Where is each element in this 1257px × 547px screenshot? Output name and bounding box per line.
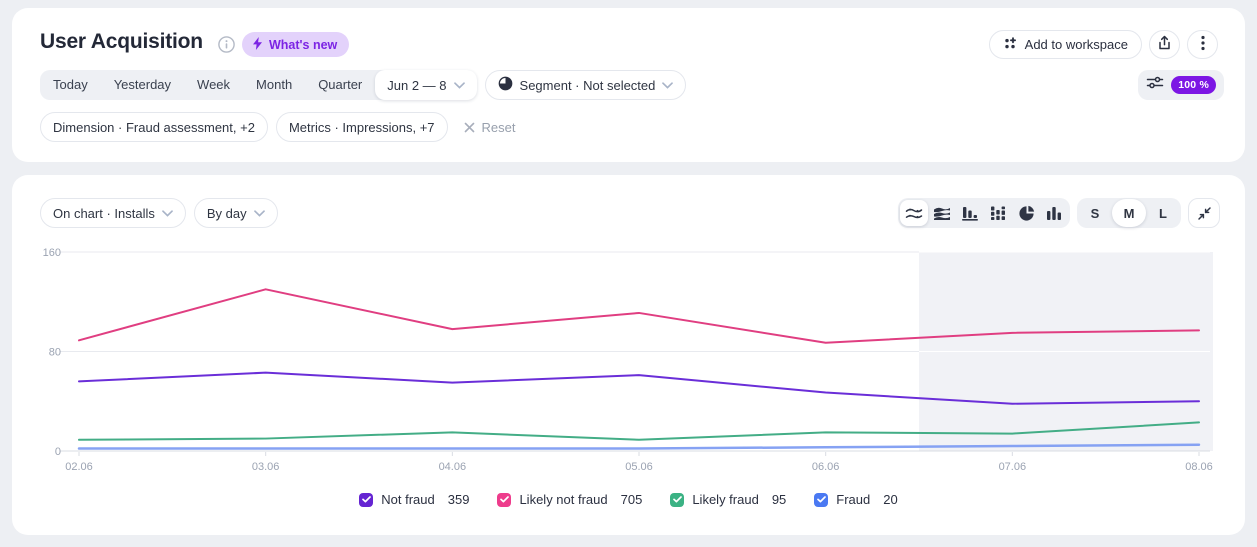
share-button[interactable] [1149,30,1180,59]
chart-type-switcher [898,198,1070,228]
date-range-dropdown[interactable]: Jun 2 — 8 [375,70,477,100]
workspace-icon [1003,36,1018,54]
svg-text:160: 160 [43,247,61,259]
pie-chart-icon[interactable] [1012,200,1040,226]
svg-text:05.06: 05.06 [625,461,653,473]
granularity-label: By day [206,205,247,221]
tab-today[interactable]: Today [53,77,88,92]
granularity-dropdown[interactable]: By day [193,198,278,228]
on-chart-metric-label: On chart · Installs [53,205,155,221]
collapse-button[interactable] [1188,198,1220,228]
chart-canvas[interactable]: 0 80 160 02.06 03.06 04.06 05.06 06.06 07.06 08.0… [36,242,1221,474]
svg-text:06.06: 06.06 [812,461,840,473]
collapse-icon [1197,206,1211,220]
info-icon[interactable] [218,36,235,53]
date-preset-tabs: Today Yesterday Week Month Quarter Jun 2… [40,70,477,100]
data-coverage-control[interactable]: 100 % [1138,70,1224,100]
svg-text:0: 0 [55,446,61,458]
whats-new-label: What's new [269,37,338,52]
tab-month[interactable]: Month [256,77,293,92]
svg-text:80: 80 [49,347,61,359]
add-to-workspace-label: Add to workspace [1024,37,1128,52]
legend-checkbox [670,492,685,507]
date-range-label: Jun 2 — 8 [387,77,447,93]
add-to-workspace-button[interactable]: Add to workspace [988,30,1142,59]
legend-item-not-fraud[interactable]: Not fraud 359 [359,492,469,507]
dimension-filter-chip[interactable]: Dimension · Fraud assessment, +2 [40,112,268,142]
metrics-filter-label: Metrics · Impressions, +7 [288,119,435,135]
legend-checkbox [497,492,512,507]
coverage-badge: 100 % [1171,76,1216,94]
legend-item-fraud[interactable]: Fraud 20 [814,492,898,507]
stacked-area-chart-icon[interactable] [928,200,956,226]
kebab-icon [1200,35,1205,54]
line-chart-icon[interactable] [900,200,928,226]
legend-item-likely-fraud[interactable]: Likely fraud 95 [670,492,786,507]
chevron-down-icon [162,209,173,217]
reset-filters-button[interactable]: Reset [464,120,516,135]
svg-text:07.06: 07.06 [999,461,1027,473]
tab-quarter[interactable]: Quarter [318,77,363,92]
chevron-down-icon [253,209,265,217]
header-card: User Acquisition What's new Add to works… [12,8,1245,162]
svg-text:03.06: 03.06 [252,461,280,473]
size-medium-button[interactable]: M [1112,199,1146,227]
size-small-button[interactable]: S [1090,205,1100,221]
svg-text:02.06: 02.06 [65,461,93,473]
stacked-bar-chart-icon[interactable] [984,200,1012,226]
chart-size-switcher: S M L [1077,198,1181,228]
metrics-filter-chip[interactable]: Metrics · Impressions, +7 [275,112,448,142]
more-options-button[interactable] [1187,30,1218,59]
column-chart-icon[interactable] [1040,200,1068,226]
svg-text:08.06: 08.06 [1185,461,1213,473]
lightning-icon [252,36,263,53]
legend-checkbox [814,492,829,507]
bar-chart-icon[interactable] [956,200,984,226]
sliders-icon [1146,75,1164,95]
chart-legend: Not fraud 359 Likely not fraud 705 Likel… [12,492,1245,507]
chart-card: On chart · Installs By day [12,175,1245,535]
segment-filter-dropdown[interactable]: Segment · Not selected [484,70,687,100]
svg-text:04.06: 04.06 [439,461,467,473]
on-chart-metric-dropdown[interactable]: On chart · Installs [40,198,186,228]
whats-new-badge[interactable]: What's new [242,32,350,57]
share-icon [1157,35,1172,54]
chevron-down-icon [453,81,465,89]
legend-item-likely-not-fraud[interactable]: Likely not fraud 705 [497,492,642,507]
dimension-filter-label: Dimension · Fraud assessment, +2 [53,119,255,135]
pie-segment-icon [498,76,513,94]
size-large-button[interactable]: L [1159,205,1167,221]
tab-week[interactable]: Week [197,77,231,92]
page-title: User Acquisition [40,30,203,53]
reset-label: Reset [481,119,516,135]
tab-yesterday[interactable]: Yesterday [113,77,172,92]
close-icon [464,122,474,132]
chevron-down-icon [662,81,674,89]
segment-filter-label: Segment · Not selected [519,77,656,93]
legend-checkbox [359,492,374,507]
